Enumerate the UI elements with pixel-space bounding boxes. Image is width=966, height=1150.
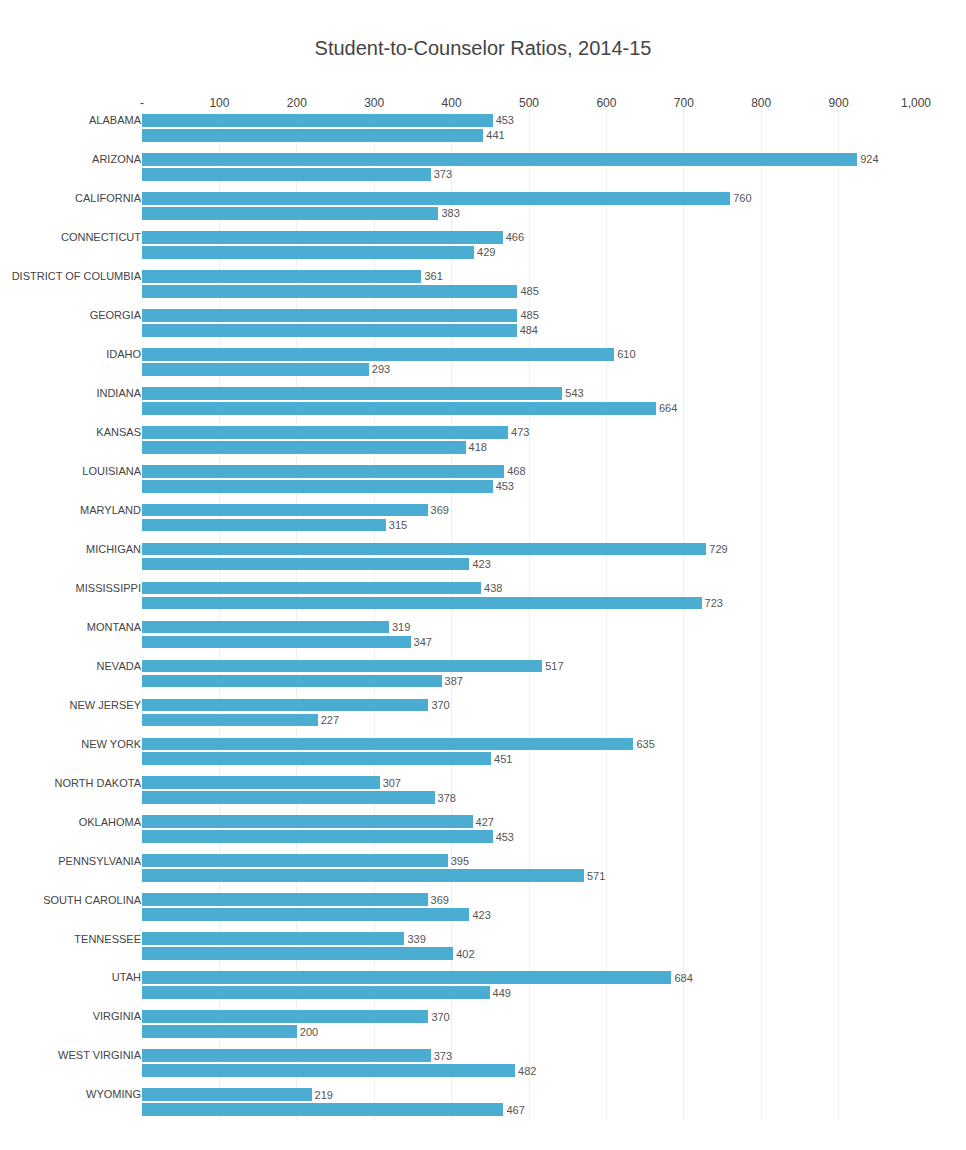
svg-text:MONTANA: MONTANA	[87, 621, 142, 633]
svg-text:369: 369	[431, 894, 449, 906]
svg-text:449: 449	[493, 987, 511, 999]
svg-text:200: 200	[300, 1026, 318, 1038]
svg-text:473: 473	[511, 426, 529, 438]
svg-text:NEW YORK: NEW YORK	[81, 738, 141, 750]
svg-text:373: 373	[434, 168, 452, 180]
svg-text:438: 438	[484, 582, 502, 594]
svg-text:315: 315	[389, 519, 407, 531]
svg-text:760: 760	[733, 192, 751, 204]
svg-text:319: 319	[392, 621, 410, 633]
svg-text:MARYLAND: MARYLAND	[80, 504, 141, 516]
svg-text:467: 467	[506, 1104, 524, 1116]
svg-text:370: 370	[431, 699, 449, 711]
svg-text:373: 373	[434, 1050, 452, 1062]
svg-text:453: 453	[496, 480, 514, 492]
svg-text:227: 227	[321, 714, 339, 726]
svg-text:924: 924	[860, 153, 878, 165]
svg-text:ARIZONA: ARIZONA	[92, 153, 142, 165]
svg-text:468: 468	[507, 465, 525, 477]
svg-text:729: 729	[709, 543, 727, 555]
svg-text:300: 300	[364, 96, 384, 110]
svg-text:383: 383	[441, 207, 459, 219]
svg-text:SOUTH CAROLINA: SOUTH CAROLINA	[43, 894, 141, 906]
svg-text:WEST VIRGINIA: WEST VIRGINIA	[58, 1049, 142, 1061]
svg-text:451: 451	[494, 753, 512, 765]
svg-text:571: 571	[587, 870, 605, 882]
svg-text:370: 370	[431, 1011, 449, 1023]
svg-text:543: 543	[565, 387, 583, 399]
svg-text:485: 485	[520, 309, 538, 321]
svg-text:369: 369	[431, 504, 449, 516]
svg-text:441: 441	[486, 129, 504, 141]
svg-text:293: 293	[372, 363, 390, 375]
svg-text:418: 418	[469, 441, 487, 453]
svg-text:395: 395	[451, 855, 469, 867]
svg-text:1,000: 1,000	[901, 96, 931, 110]
svg-text:CONNECTICUT: CONNECTICUT	[61, 231, 141, 243]
svg-text:402: 402	[456, 948, 474, 960]
svg-text:800: 800	[751, 96, 771, 110]
svg-text:219: 219	[315, 1089, 333, 1101]
svg-text:387: 387	[445, 675, 463, 687]
svg-text:500: 500	[519, 96, 539, 110]
svg-text:TENNESSEE: TENNESSEE	[74, 933, 141, 945]
svg-text:NORTH DAKOTA: NORTH DAKOTA	[55, 777, 142, 789]
svg-text:423: 423	[472, 909, 490, 921]
svg-text:307: 307	[383, 777, 401, 789]
svg-text:347: 347	[414, 636, 432, 648]
svg-text:PENNSYLVANIA: PENNSYLVANIA	[58, 855, 141, 867]
svg-text:517: 517	[545, 660, 563, 672]
svg-text:427: 427	[476, 816, 494, 828]
svg-text:429: 429	[477, 246, 495, 258]
svg-text:400: 400	[442, 96, 462, 110]
svg-text:UTAH: UTAH	[112, 971, 141, 983]
svg-text:723: 723	[705, 597, 723, 609]
svg-text:700: 700	[674, 96, 694, 110]
svg-text:378: 378	[438, 792, 456, 804]
svg-text:IDAHO: IDAHO	[106, 348, 141, 360]
svg-text:NEVADA: NEVADA	[97, 660, 142, 672]
svg-text:Student-to-Counselor Ratios, 2: Student-to-Counselor Ratios, 2014-15	[315, 37, 652, 59]
svg-text:453: 453	[496, 831, 514, 843]
svg-text:WYOMING: WYOMING	[86, 1088, 141, 1100]
svg-text:635: 635	[636, 738, 654, 750]
svg-text:423: 423	[472, 558, 490, 570]
svg-text:-: -	[140, 96, 144, 110]
svg-text:453: 453	[496, 114, 514, 126]
svg-text:339: 339	[407, 933, 425, 945]
svg-text:100: 100	[209, 96, 229, 110]
svg-text:CALIFORNIA: CALIFORNIA	[75, 192, 142, 204]
svg-text:LOUISIANA: LOUISIANA	[82, 465, 141, 477]
svg-text:482: 482	[518, 1065, 536, 1077]
svg-text:VIRGINIA: VIRGINIA	[93, 1010, 142, 1022]
svg-text:MISSISSIPPI: MISSISSIPPI	[76, 582, 141, 594]
svg-text:DISTRICT OF COLUMBIA: DISTRICT OF COLUMBIA	[12, 270, 142, 282]
svg-text:600: 600	[596, 96, 616, 110]
svg-text:466: 466	[506, 231, 524, 243]
svg-text:361: 361	[424, 270, 442, 282]
svg-text:664: 664	[659, 402, 677, 414]
svg-text:INDIANA: INDIANA	[96, 387, 141, 399]
svg-text:KANSAS: KANSAS	[96, 426, 141, 438]
svg-text:ALABAMA: ALABAMA	[89, 114, 142, 126]
svg-text:NEW JERSEY: NEW JERSEY	[69, 699, 141, 711]
svg-text:GEORGIA: GEORGIA	[90, 309, 142, 321]
svg-text:900: 900	[829, 96, 849, 110]
svg-text:485: 485	[520, 285, 538, 297]
svg-text:484: 484	[520, 324, 538, 336]
svg-text:200: 200	[287, 96, 307, 110]
svg-text:OKLAHOMA: OKLAHOMA	[79, 816, 142, 828]
svg-text:684: 684	[674, 972, 692, 984]
svg-text:610: 610	[617, 348, 635, 360]
svg-text:MICHIGAN: MICHIGAN	[86, 543, 141, 555]
